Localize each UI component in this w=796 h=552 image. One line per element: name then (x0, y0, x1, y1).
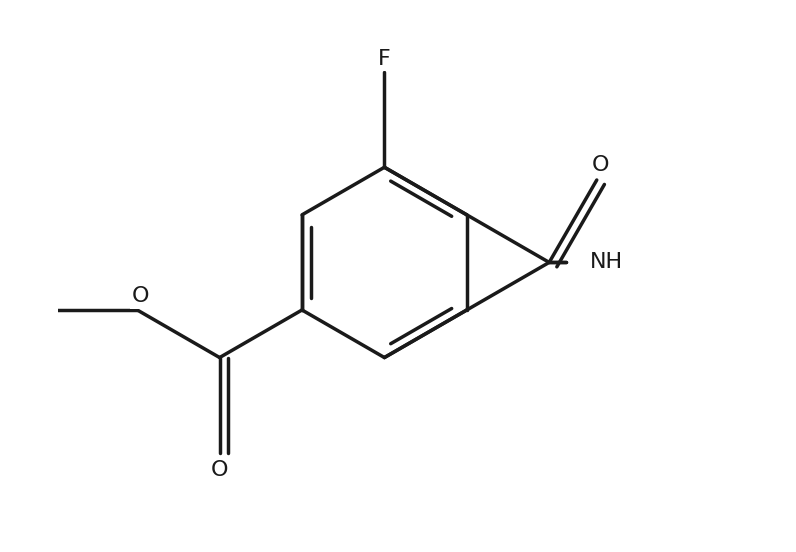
Text: O: O (132, 286, 150, 306)
Text: O: O (211, 460, 228, 480)
Text: NH: NH (590, 252, 623, 272)
Text: F: F (378, 49, 391, 68)
Text: O: O (591, 155, 609, 175)
